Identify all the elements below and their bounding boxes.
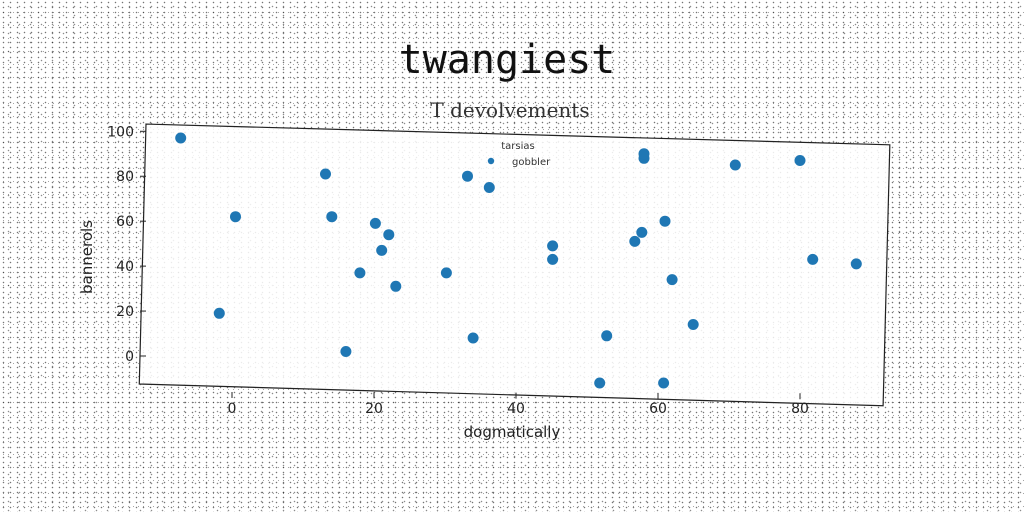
- data-point: [794, 155, 806, 166]
- data-point: [213, 307, 225, 319]
- x-tick-label: 40: [507, 401, 525, 417]
- data-point: [594, 377, 606, 389]
- data-point: [320, 168, 331, 180]
- data-point: [175, 132, 187, 144]
- y-tick-label: 80: [116, 169, 134, 185]
- data-point: [659, 215, 671, 227]
- y-tick-label: 60: [116, 214, 134, 230]
- y-tick-label: 100: [107, 124, 134, 140]
- y-tick-label: 0: [125, 349, 134, 365]
- data-point: [483, 182, 495, 193]
- chart-subtitle: T devolvements: [430, 98, 589, 122]
- data-point: [340, 346, 352, 357]
- data-point: [383, 229, 395, 241]
- data-point: [629, 235, 641, 247]
- x-tick-label: 20: [365, 401, 383, 417]
- data-point: [462, 170, 473, 182]
- data-point: [658, 377, 670, 389]
- data-point: [666, 274, 678, 286]
- data-point: [638, 148, 650, 160]
- y-axis-label: bannerols: [78, 220, 96, 294]
- data-point: [547, 253, 559, 265]
- x-axis-ticks: 0 20 40 60 80: [228, 392, 809, 417]
- data-point: [807, 253, 819, 265]
- data-point: [601, 330, 613, 342]
- legend-marker: [487, 157, 495, 165]
- data-point: [850, 258, 862, 270]
- y-axis-ticks: 0 20 40 60 80 100: [107, 124, 146, 365]
- y-tick-label: 20: [116, 304, 134, 320]
- data-point: [467, 332, 479, 344]
- data-point: [376, 244, 388, 256]
- data-points: [175, 132, 862, 389]
- x-axis-label: dogmatically: [464, 423, 561, 441]
- legend: tarsias gobbler: [487, 141, 551, 168]
- data-point: [230, 211, 241, 223]
- data-point: [354, 267, 366, 279]
- plot-area-frame: [138, 123, 891, 407]
- data-point: [369, 217, 381, 229]
- data-point: [687, 319, 699, 330]
- data-point: [440, 267, 452, 279]
- data-point: [326, 211, 338, 223]
- y-tick-label: 40: [116, 259, 134, 275]
- x-tick-label: 0: [228, 401, 237, 417]
- legend-label-gobbler: gobbler: [512, 157, 551, 168]
- data-point: [636, 226, 648, 238]
- data-point: [729, 159, 741, 171]
- legend-title: tarsias: [501, 141, 535, 152]
- data-point: [390, 280, 402, 292]
- x-tick-label: 80: [791, 401, 809, 417]
- x-tick-label: 60: [649, 401, 667, 417]
- data-point: [547, 240, 559, 252]
- chart-title: twangiest: [399, 37, 616, 83]
